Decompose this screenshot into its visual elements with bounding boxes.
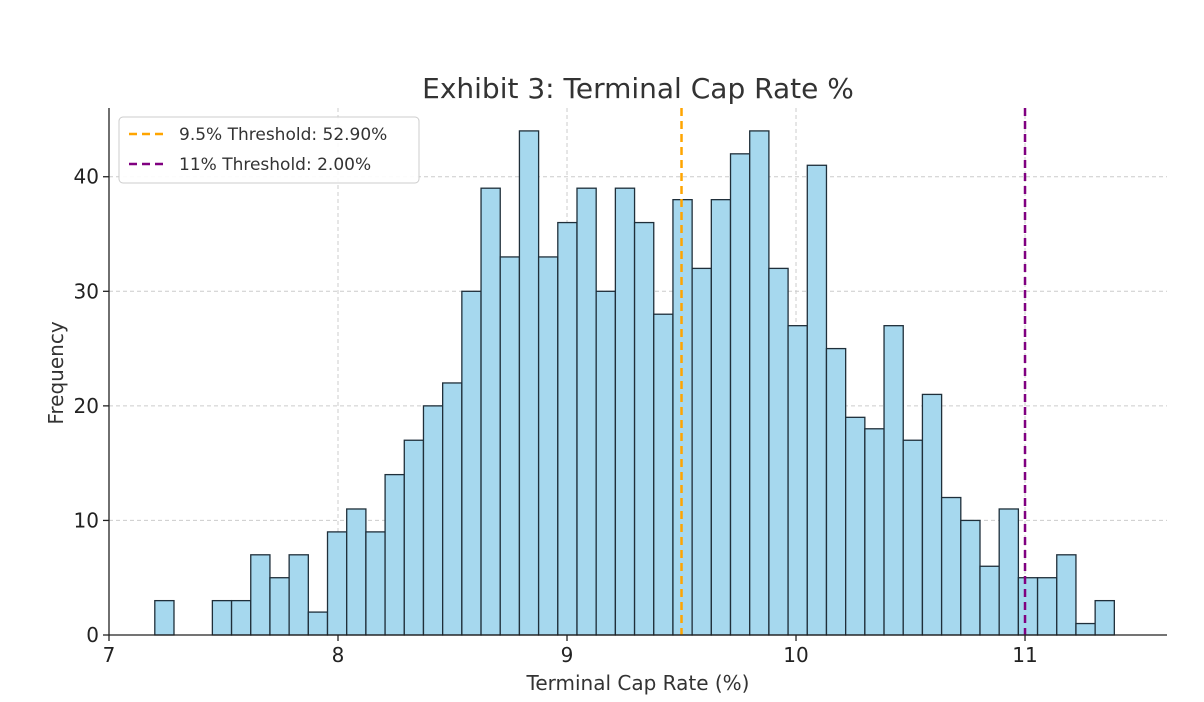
histogram-bar [768, 267, 789, 636]
histogram-bar [480, 187, 501, 636]
histogram-bar [1075, 622, 1096, 636]
histogram-bar [729, 153, 751, 636]
histogram-bar [1017, 577, 1039, 636]
histogram-bar [864, 428, 885, 636]
histogram-bar [576, 187, 597, 636]
histogram-bar [787, 325, 808, 636]
histogram-bar [960, 519, 981, 636]
histogram-bar [518, 130, 540, 636]
axes-layer [103, 108, 1167, 641]
histogram-bar [461, 290, 482, 636]
histogram-bar [633, 221, 655, 636]
histogram-bar [979, 565, 1000, 636]
histogram-bar [806, 164, 828, 636]
histogram-bar [499, 256, 521, 636]
histogram-bar [250, 554, 271, 636]
histogram-bar [691, 267, 712, 636]
histogram-bar [998, 508, 1020, 636]
legend: 9.5% Threshold: 52.90% 11% Threshold: 2.… [118, 116, 420, 184]
histogram-bar [422, 405, 444, 636]
histogram-bar [269, 577, 290, 636]
histogram-bar [288, 554, 309, 636]
histogram-bar [403, 439, 425, 636]
x-tick-label: 11 [1012, 643, 1037, 667]
histogram-bar [537, 256, 559, 636]
histogram-bar [653, 313, 674, 636]
legend-box [118, 116, 420, 184]
histogram-bar [921, 393, 943, 636]
histogram-bar [211, 599, 233, 636]
histogram-bar [940, 496, 962, 636]
histogram-bar [902, 439, 924, 636]
y-tick-label: 20 [74, 394, 99, 418]
histogram-bar [326, 531, 348, 636]
histogram-bar [384, 473, 405, 636]
histogram-bar [230, 599, 252, 636]
x-tick-label: 8 [332, 643, 345, 667]
y-tick-label: 30 [74, 279, 99, 303]
histogram-bar [595, 290, 617, 636]
histogram-bar [154, 599, 175, 636]
y-tick-label: 10 [74, 508, 99, 532]
histogram-bar [614, 187, 636, 636]
histogram-bar [749, 130, 770, 636]
histogram-bar [1094, 599, 1115, 636]
legend-label-threshold-9-5: 9.5% Threshold: 52.90% [179, 125, 387, 145]
bars-layer [154, 130, 1115, 636]
reference-lines-layer [680, 108, 1027, 635]
histogram-bar [365, 531, 386, 636]
histogram-bar [1056, 554, 1077, 636]
y-tick-label: 0 [86, 623, 99, 647]
x-tick-label: 7 [103, 643, 116, 667]
legend-label-threshold-11: 11% Threshold: 2.00% [179, 155, 371, 175]
x-axis-label: Terminal Cap Rate (%) [526, 671, 750, 695]
histogram-bar [442, 382, 463, 636]
histogram-bar [1036, 577, 1058, 636]
tick-labels-layer: 7 8 9 10 11 0 10 20 30 40 [74, 165, 1038, 667]
x-tick-label: 9 [561, 643, 574, 667]
histogram-bar [346, 508, 367, 636]
chart-title: Exhibit 3: Terminal Cap Rate % [422, 72, 854, 105]
y-axis-label: Frequency [44, 321, 68, 424]
x-tick-label: 10 [783, 643, 808, 667]
histogram-bar [825, 347, 847, 636]
histogram-bar [845, 416, 866, 636]
histogram-bar [557, 221, 578, 636]
histogram-bar [710, 199, 732, 636]
histogram-bar [307, 611, 329, 636]
y-tick-label: 40 [74, 165, 99, 189]
histogram-bar [883, 325, 904, 636]
